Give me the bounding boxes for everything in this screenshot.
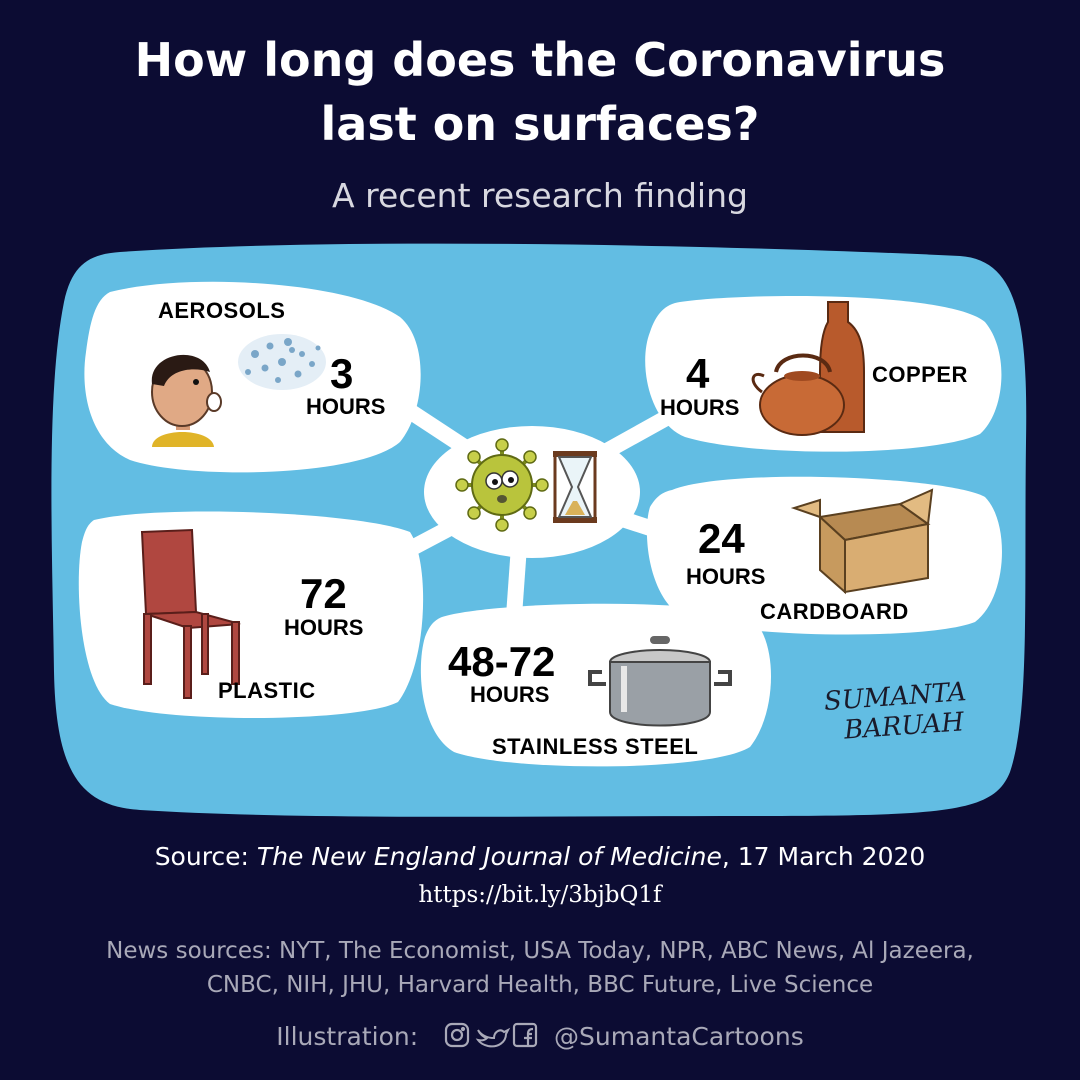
cardboard-box-icon — [790, 488, 934, 595]
label-cardboard: CARDBOARD — [760, 599, 909, 624]
news-sources: News sources: NYT, The Economist, USA To… — [20, 934, 1060, 1002]
title-line-1: How long does the Coronavirus — [134, 33, 946, 87]
social-handle[interactable]: @SumantaCartoons — [554, 1022, 804, 1051]
illustration-label: Illustration: — [276, 1022, 419, 1051]
label-aerosols: AEROSOLS — [158, 298, 286, 323]
unit-copper: HOURS — [660, 395, 740, 420]
subtitle: A recent research finding — [332, 176, 748, 215]
label-plastic: PLASTIC — [218, 678, 316, 703]
news-sources-line-2: CNBC, NIH, JHU, Harvard Health, BBC Futu… — [206, 972, 874, 998]
facebook-icon — [512, 1022, 538, 1048]
steel-pot-icon — [588, 636, 732, 727]
value-plastic: 72 — [300, 570, 347, 617]
twitter-icon — [475, 1027, 511, 1048]
diagram-canvas — [51, 243, 1027, 817]
unit-stainless-steel: HOURS — [470, 682, 550, 707]
plastic-chair-icon — [140, 528, 241, 699]
source-prefix: Source: — [154, 842, 257, 871]
illustration-credit: Illustration: @SumantaCartoons — [0, 1022, 1080, 1054]
source-line: Source: The New England Journal of Medic… — [0, 842, 1080, 871]
label-stainless-steel: STAINLESS STEEL — [492, 734, 699, 759]
person-sneezing-icon — [151, 354, 222, 447]
social-icons — [444, 1022, 540, 1054]
instagram-icon — [444, 1022, 470, 1048]
value-stainless-steel: 48-72 — [448, 638, 556, 685]
label-copper: COPPER — [872, 362, 968, 387]
title-line-2: last on surfaces? — [320, 97, 760, 151]
unit-cardboard: HOURS — [686, 564, 766, 589]
hourglass-icon — [553, 451, 597, 523]
source-journal: The New England Journal of Medicine — [256, 842, 722, 871]
copper-kettle-icon — [751, 301, 865, 436]
value-copper: 4 — [686, 350, 710, 397]
source-url[interactable]: https://bit.ly/3bjbQ1f — [418, 882, 662, 908]
artist-signature: SUMANTA BARUAH — [823, 677, 969, 747]
value-aerosols: 3 — [330, 350, 354, 397]
value-cardboard: 24 — [698, 515, 745, 562]
page-title: How long does the Coronavirus last on su… — [0, 28, 1080, 156]
virus-icon — [455, 438, 549, 532]
source-date: , 17 March 2020 — [721, 842, 926, 871]
unit-aerosols: HOURS — [306, 394, 386, 419]
news-sources-line-1: News sources: NYT, The Economist, USA To… — [106, 938, 974, 964]
diagram-panel: AEROSOLS 3 HOURS 4 HOURS COPPER 24 HOURS… — [50, 242, 1030, 818]
aerosol-droplets — [238, 334, 326, 390]
unit-plastic: HOURS — [284, 615, 364, 640]
